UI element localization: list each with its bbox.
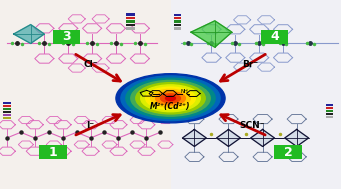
Bar	[174, 20, 181, 23]
Bar	[126, 13, 135, 16]
Bar	[3, 111, 11, 113]
Ellipse shape	[126, 78, 215, 118]
Bar	[174, 14, 181, 16]
Text: SCN⁻: SCN⁻	[240, 121, 265, 130]
Text: 2: 2	[284, 146, 293, 159]
Ellipse shape	[146, 87, 195, 109]
Bar	[3, 108, 11, 110]
Text: M²⁺(Cd²⁺): M²⁺(Cd²⁺)	[150, 102, 191, 111]
Text: 1: 1	[48, 146, 57, 159]
Bar	[3, 105, 11, 107]
Bar	[3, 114, 11, 116]
Ellipse shape	[151, 89, 190, 107]
FancyBboxPatch shape	[274, 146, 302, 159]
Bar	[0, 94, 170, 189]
Polygon shape	[217, 129, 240, 146]
FancyBboxPatch shape	[39, 146, 67, 159]
Text: Cl⁻: Cl⁻	[83, 60, 98, 69]
Polygon shape	[285, 129, 309, 146]
FancyArrowPatch shape	[221, 115, 265, 135]
FancyArrowPatch shape	[76, 115, 120, 135]
Polygon shape	[182, 129, 206, 146]
Text: 3: 3	[62, 30, 71, 43]
Ellipse shape	[116, 74, 225, 123]
FancyBboxPatch shape	[53, 30, 80, 43]
FancyArrowPatch shape	[76, 54, 120, 81]
Bar	[126, 24, 135, 26]
Bar	[326, 110, 333, 112]
Ellipse shape	[161, 94, 180, 103]
Bar	[174, 27, 181, 30]
Bar	[326, 104, 333, 106]
Polygon shape	[251, 129, 275, 146]
Ellipse shape	[136, 83, 205, 114]
Bar	[326, 107, 333, 109]
Ellipse shape	[165, 96, 176, 101]
Text: I⁻: I⁻	[86, 121, 94, 130]
Polygon shape	[14, 25, 44, 43]
Bar	[126, 27, 135, 30]
Bar	[126, 20, 135, 23]
Ellipse shape	[121, 76, 220, 121]
Bar	[326, 116, 333, 118]
Polygon shape	[191, 21, 232, 47]
Bar	[174, 17, 181, 19]
FancyBboxPatch shape	[261, 30, 288, 43]
Text: NH: NH	[180, 89, 188, 94]
Bar	[3, 102, 11, 104]
Ellipse shape	[131, 80, 210, 116]
Bar	[174, 24, 181, 26]
Bar	[126, 17, 135, 19]
FancyArrowPatch shape	[221, 54, 265, 81]
Bar	[326, 113, 333, 115]
Text: Br⁻: Br⁻	[242, 60, 259, 69]
Text: 4: 4	[270, 30, 279, 43]
Ellipse shape	[155, 92, 186, 105]
Bar	[0, 0, 170, 94]
Bar	[170, 94, 341, 189]
Ellipse shape	[141, 85, 200, 112]
Bar	[170, 0, 341, 94]
Bar	[3, 117, 11, 119]
